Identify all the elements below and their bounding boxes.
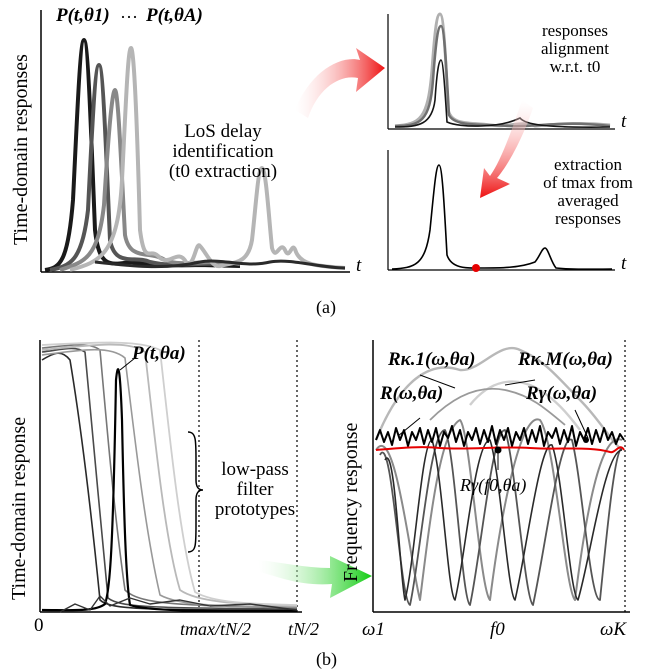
pointer-lines	[397, 374, 589, 470]
rg-f0-marker	[494, 446, 502, 454]
tick-tmax: tmax/tN/2	[180, 619, 251, 639]
caption-b: (b)	[316, 649, 337, 669]
caption-a: (a)	[316, 297, 336, 317]
label-p-theta-a: P(t,θa)	[132, 343, 186, 364]
los-line-3: (t0 extraction)	[168, 160, 278, 182]
t-axis-main: t	[356, 255, 362, 276]
r-gamma-curve	[375, 446, 625, 454]
alignment-text: responses alignment w.r.t. t0	[510, 22, 640, 76]
label-r-kappa-1: Rκ.1(ω,θa)	[388, 349, 476, 370]
panel-b-right-axes	[372, 340, 630, 613]
panel-b-left-curves	[41, 341, 298, 613]
label-ellipsis: ···	[120, 7, 138, 27]
tick-omega-1: ω1	[362, 619, 385, 640]
filter-prototypes-text: low-pass filter prototypes	[200, 460, 310, 520]
red-arrow-extract	[480, 100, 533, 198]
filter-brace	[187, 431, 204, 553]
filter-line-1: low-pass	[221, 459, 289, 480]
red-arrow-align	[295, 48, 385, 118]
filter-line-2: filter	[236, 478, 274, 500]
rg-marker	[583, 437, 589, 443]
label-r-gamma-f0: Rγ(f0,θa)	[460, 475, 527, 495]
p-theta-a-curve	[41, 368, 298, 613]
label-r-kappa-M: Rκ.M(ω,θa)	[518, 349, 613, 370]
green-arrow	[258, 556, 372, 598]
filter-line-3: prototypes	[214, 498, 296, 520]
curve-theta-2	[49, 63, 231, 272]
panel-a-averaged-plot	[387, 150, 615, 272]
align-line-2: alignment	[541, 38, 609, 58]
tick-omega-K: ωK	[600, 619, 627, 640]
extract-line-1: extraction	[554, 155, 622, 174]
tick-f0: f0	[490, 619, 505, 640]
label-r-omega: R(ω,θa)	[380, 383, 444, 404]
label-p-theta-1: P(t,θ1)	[56, 5, 110, 26]
extract-line-3: averaged	[557, 190, 619, 210]
panel-a-main-axes	[40, 10, 350, 273]
los-line-1: LoS delay	[184, 121, 262, 142]
r-omega-curve	[375, 425, 625, 447]
panel-b-right-curves	[374, 346, 625, 606]
align-line-3: w.r.t. t0	[549, 56, 601, 76]
panel-a-main-curves	[44, 38, 346, 272]
los-delay-text: LoS delay identification (t0 extraction)	[158, 122, 288, 182]
label-p-theta-A: P(t,θA)	[146, 5, 203, 26]
t-axis-aligned: t	[621, 111, 627, 132]
averaged-marker	[472, 264, 480, 272]
curve-tail-dark	[94, 259, 346, 270]
t-axis-averaged: t	[621, 253, 627, 274]
tick-tN: tN/2	[288, 619, 320, 639]
align-line-1: responses	[541, 21, 609, 40]
curve-theta-A	[69, 46, 346, 272]
tick-zero: 0	[34, 615, 44, 636]
panel-a-ylabel: Time-domain responses	[10, 54, 32, 245]
panel-b-left-ylabel: Time-domain response	[8, 416, 30, 600]
extraction-text: extraction of tmax from averaged respons…	[528, 156, 648, 227]
label-r-gamma: Rγ(ω,θa)	[526, 383, 598, 404]
p-theta-pointer	[119, 357, 136, 371]
los-line-2: identification	[172, 140, 274, 162]
panel-b-right-ylabel: Frequency response	[340, 422, 362, 582]
extract-line-2: of tmax from	[543, 172, 633, 192]
curve-theta-1	[44, 38, 241, 272]
extract-line-4: responses	[554, 208, 622, 228]
